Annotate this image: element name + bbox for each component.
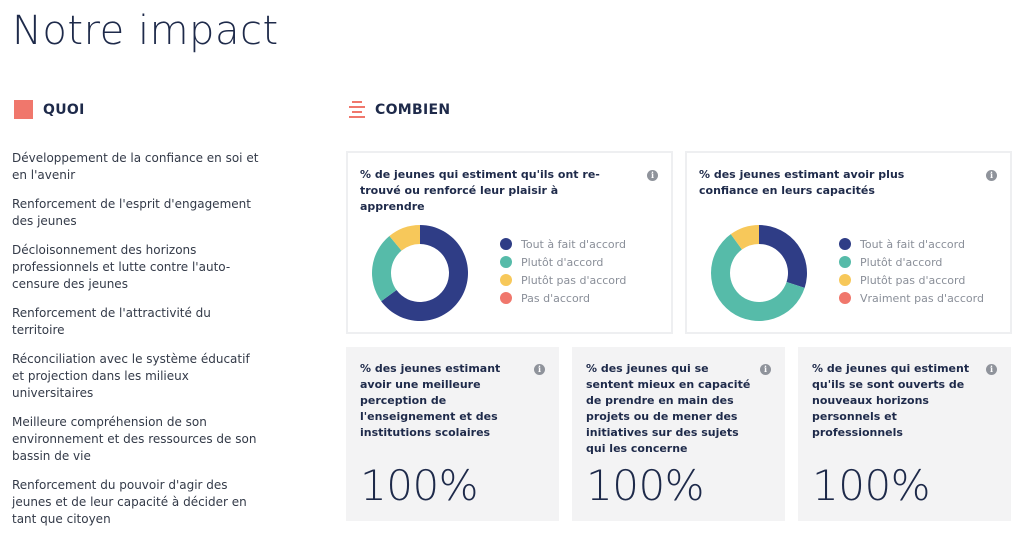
legend-item[interactable]: Pas d'accord: [500, 289, 626, 307]
legend-dot: [500, 238, 512, 250]
quoi-item: Meilleure compréhension de son environne…: [12, 415, 257, 463]
stat-card: % de jeunes qui estiment qu'ils se sont …: [798, 347, 1011, 521]
legend-label: Tout à fait d'accord: [860, 237, 965, 251]
chart-legend: Tout à fait d'accord Plutôt d'accord Plutô…: [500, 235, 626, 307]
legend-label: Plutôt pas d'accord: [521, 273, 627, 287]
stat-title: % des jeunes estimant avoir une meilleur…: [360, 362, 501, 439]
legend-item[interactable]: Tout à fait d'accord: [500, 235, 626, 253]
info-icon[interactable]: i: [986, 364, 997, 375]
legend-dot: [839, 274, 851, 286]
combien-heading-label: COMBIEN: [375, 101, 451, 118]
donut-chart: [372, 225, 468, 321]
donut-slice[interactable]: [711, 234, 805, 321]
stat-title: % de jeunes qui estiment qu'ils se sont …: [812, 362, 970, 439]
donut-slice[interactable]: [381, 225, 468, 321]
legend-dot: [839, 238, 851, 250]
quoi-item: Renforcement du pouvoir d'agir des jeune…: [12, 478, 247, 526]
donut-slice[interactable]: [389, 225, 420, 251]
quoi-item: Décloisonnement des horizons professionn…: [12, 243, 231, 291]
chart-legend: Tout à fait d'accord Plutôt d'accord Plutô…: [839, 235, 984, 307]
legend-item[interactable]: Plutôt d'accord: [500, 253, 626, 271]
legend-dot: [839, 292, 851, 304]
legend-dot: [500, 274, 512, 286]
stat-value: 100%: [360, 461, 479, 510]
legend-item[interactable]: Plutôt pas d'accord: [500, 271, 626, 289]
legend-dot: [500, 292, 512, 304]
legend-label: Vraiment pas d'accord: [860, 291, 984, 305]
donut-slice[interactable]: [730, 225, 759, 250]
legend-item[interactable]: Plutôt d'accord: [839, 253, 984, 271]
square-icon: [14, 100, 33, 119]
info-icon[interactable]: i: [647, 170, 658, 181]
chart-title: % des jeunes estimant avoir plus confian…: [699, 168, 905, 197]
info-icon[interactable]: i: [534, 364, 545, 375]
stat-title: % des jeunes qui se sentent mieux en cap…: [586, 362, 751, 455]
page-title: Notre impact: [12, 8, 279, 54]
quoi-heading: QUOI: [14, 100, 85, 119]
legend-dot: [839, 256, 851, 268]
chart-card: % de jeunes qui estiment qu'ils ont re-t…: [346, 151, 673, 334]
stat-value: 100%: [586, 461, 705, 510]
info-icon[interactable]: i: [986, 170, 997, 181]
quoi-list: Développement de la confiance en soi et …: [12, 150, 262, 540]
quoi-item: Développement de la confiance en soi et …: [12, 151, 259, 182]
donut-chart: [711, 225, 807, 321]
stat-card: % des jeunes estimant avoir une meilleur…: [346, 347, 559, 521]
legend-label: Plutôt d'accord: [860, 255, 943, 269]
quoi-item: Réconciliation avec le système éducatif …: [12, 352, 250, 400]
legend-label: Plutôt d'accord: [521, 255, 604, 269]
legend-label: Pas d'accord: [521, 291, 590, 305]
donut-slice[interactable]: [372, 236, 402, 302]
combien-heading: COMBIEN: [349, 100, 450, 119]
info-icon[interactable]: i: [760, 364, 771, 375]
legend-dot: [500, 256, 512, 268]
quoi-item: Renforcement de l'esprit d'engagement de…: [12, 197, 251, 228]
quoi-item: Renforcement de l'attractivité du territ…: [12, 306, 211, 337]
stat-value: 100%: [812, 461, 931, 510]
donut-slice[interactable]: [759, 225, 807, 288]
chart-title: % de jeunes qui estiment qu'ils ont re-t…: [360, 168, 600, 213]
stat-card: % des jeunes qui se sentent mieux en cap…: [572, 347, 785, 521]
legend-item[interactable]: Vraiment pas d'accord: [839, 289, 984, 307]
legend-item[interactable]: Tout à fait d'accord: [839, 235, 984, 253]
legend-label: Tout à fait d'accord: [521, 237, 626, 251]
quoi-heading-label: QUOI: [43, 101, 85, 118]
chart-card: % des jeunes estimant avoir plus confian…: [685, 151, 1012, 334]
legend-label: Plutôt pas d'accord: [860, 273, 966, 287]
bars-icon: [349, 100, 365, 119]
legend-item[interactable]: Plutôt pas d'accord: [839, 271, 984, 289]
